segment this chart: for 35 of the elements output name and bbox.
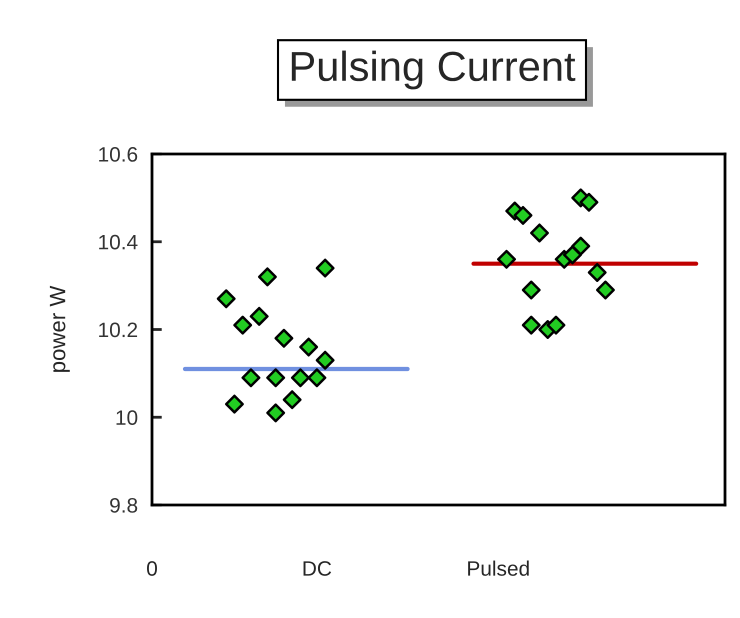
point [522,316,541,335]
chart-title: Pulsing Current [292,50,576,90]
point [224,394,244,414]
y-tick-label: 10.2 [99,322,138,338]
x-tick-label: Pulsed [468,560,529,576]
point [497,250,516,269]
x-tick-label: DC [304,561,332,576]
y-tick-label: 10.6 [99,147,138,162]
point [530,224,549,242]
point [290,368,310,388]
point [274,328,294,348]
point [579,192,598,212]
point [514,206,532,225]
y-tick-label: 10.4 [99,234,138,250]
point [588,262,607,282]
point [282,390,302,410]
point [233,316,252,335]
point [571,236,590,256]
y-axis-title: power W [50,286,70,372]
y-tick-label: 9.8 [110,498,138,513]
x-tick-label: 0 [147,561,157,576]
point [522,280,541,300]
point [266,368,286,388]
point [258,267,277,286]
point [316,258,335,278]
point [316,350,335,370]
y-tick-label: 10 [116,410,138,426]
point [546,316,566,335]
point [266,403,286,422]
point [250,306,269,326]
point [596,280,615,300]
point [307,368,326,388]
point [299,338,318,357]
point [241,368,260,388]
point [216,289,236,308]
